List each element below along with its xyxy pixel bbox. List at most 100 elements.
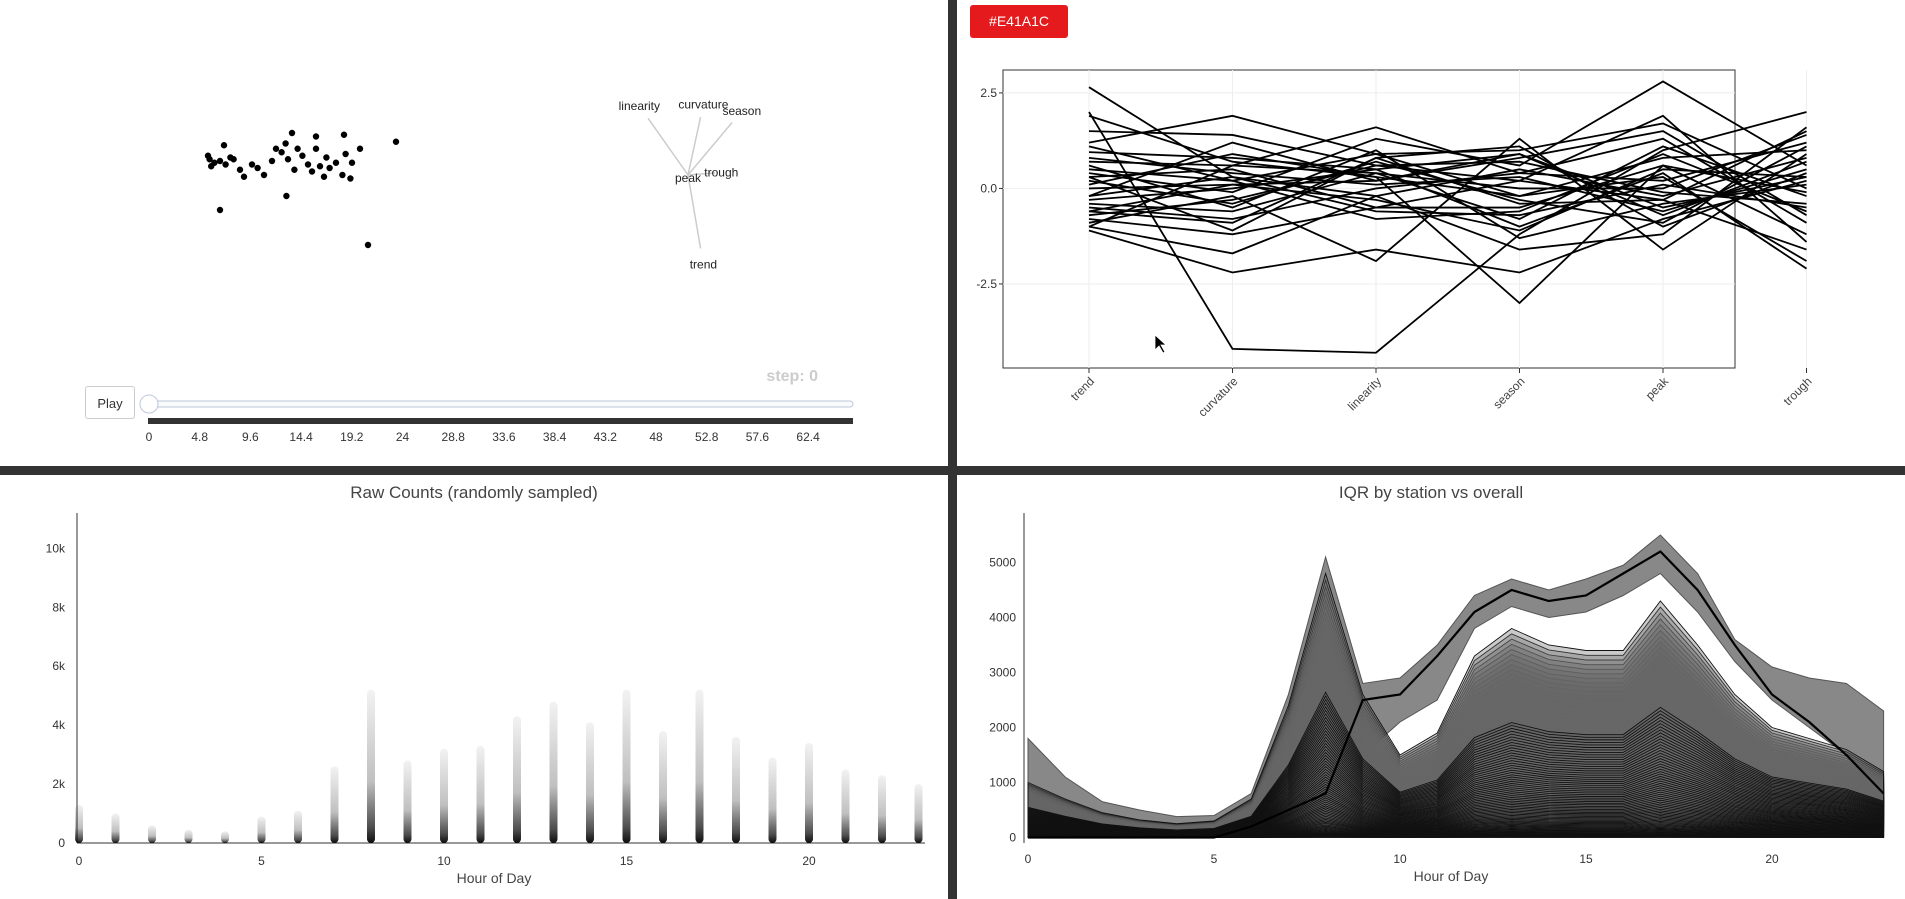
station-iqr-ribbon	[1027, 659, 1885, 833]
count-strip	[75, 804, 83, 843]
scatter-point	[364, 241, 372, 249]
y-tick-label: 3000	[989, 666, 1016, 680]
count-strip	[549, 701, 558, 843]
y-tick-label: 2k	[52, 777, 66, 791]
scatter-point	[222, 161, 229, 168]
x-tick-label: trough	[1781, 374, 1815, 408]
slider-axis	[148, 418, 853, 424]
slider-tick-label: 14.4	[289, 430, 313, 444]
station-iqr-ribbon	[1027, 585, 1885, 831]
vertical-divider	[948, 0, 957, 899]
y-tick-label: 2000	[989, 721, 1016, 735]
series-line	[1088, 130, 1807, 216]
count-strip	[841, 769, 850, 843]
slider-tick-label: 28.8	[442, 430, 466, 444]
series-line	[1088, 179, 1807, 274]
color-picker-button[interactable]: #E41A1C	[970, 5, 1068, 38]
x-tick-label: 15	[620, 854, 634, 868]
count-strip	[622, 689, 631, 843]
slider-tick-label: 9.6	[242, 430, 259, 444]
biplot-axis	[647, 117, 689, 176]
station-iqr-ribbon	[1027, 722, 1885, 835]
slider-tick-label: 4.8	[191, 430, 208, 444]
x-tick-label: 0	[76, 854, 83, 868]
station-iqr-ribbon	[1027, 605, 1885, 832]
overall-median-line	[1028, 550, 1885, 839]
scatter-point	[347, 175, 354, 182]
x-tick-label: curvature	[1195, 374, 1241, 420]
slider-rail	[147, 400, 854, 408]
biplot-label: trough	[704, 165, 738, 179]
slider-tick-label: 62.4	[796, 430, 820, 444]
raw-counts-plot: 0 2k 4k 6k 8k 10k 0 5 10 15 20	[46, 513, 925, 868]
station-iqr-ribbon	[1027, 617, 1885, 832]
scatter-point	[320, 173, 328, 180]
series-line	[1088, 168, 1807, 232]
count-strip	[805, 742, 813, 843]
biplot-label: trend	[690, 258, 717, 272]
slider-tick-label: 52.8	[695, 430, 719, 444]
x-tick-label: 0	[1025, 852, 1032, 866]
iqr-panel: IQR by station vs overall 0 1000 2000 3000 4…	[957, 475, 1905, 899]
biplot-center-label: peak	[675, 171, 702, 185]
biplot-label: curvature	[678, 97, 728, 111]
count-strip	[257, 816, 266, 843]
slider-tick-label: 24	[396, 430, 410, 444]
iqr-xlabel: Hour of Day	[1413, 868, 1489, 884]
scatter-point	[339, 171, 346, 179]
slider-tick-label: 43.2	[594, 430, 618, 444]
scatter-point	[304, 161, 312, 168]
count-strip	[659, 731, 667, 843]
series-line	[1088, 149, 1807, 197]
slider-tick-label: 57.6	[746, 430, 770, 444]
biplot-axis	[687, 174, 702, 249]
iqr-title: IQR by station vs overall	[1338, 483, 1524, 502]
series-line	[1088, 111, 1807, 354]
count-strip	[586, 722, 594, 843]
station-iqr-ribbon	[1027, 670, 1885, 834]
x-tick-label: trend	[1068, 374, 1097, 403]
cursor-icon	[1154, 334, 1168, 354]
y-tick-label: 8k	[52, 600, 66, 614]
x-tick-label: linearity	[1345, 374, 1384, 413]
x-tick-label: peak	[1643, 374, 1672, 403]
station-iqr-ribbon	[1027, 611, 1885, 832]
scatter-point	[326, 164, 333, 172]
station-iqr-ribbon	[1027, 592, 1885, 831]
scatter-point	[236, 166, 244, 173]
count-strip	[403, 760, 412, 843]
series-line	[1088, 156, 1807, 251]
series-line	[1088, 168, 1807, 270]
raw-counts-panel: Raw Counts (randomly sampled) 0 2k 4k 6k 8k 1…	[0, 475, 948, 899]
slider-tick-label: 38.4	[543, 430, 567, 444]
scatter-point	[220, 142, 228, 149]
y-tick-label: 5000	[989, 556, 1016, 570]
scatter-point	[283, 192, 290, 200]
count-strip	[476, 745, 485, 843]
count-strip	[513, 716, 521, 843]
count-strip	[732, 736, 740, 843]
y-tick-label: 0	[58, 836, 65, 850]
horizontal-divider	[0, 466, 1905, 475]
scatter-point	[308, 168, 316, 175]
scatter-point	[288, 129, 296, 137]
play-button[interactable]: Play	[85, 386, 135, 419]
scatter-point	[312, 133, 320, 140]
station-iqr-ribbon	[1027, 648, 1885, 833]
scatter-point	[230, 156, 237, 163]
station-iqr-ribbon	[1027, 598, 1885, 832]
count-strip	[768, 757, 777, 843]
raw-counts-xlabel: Hour of Day	[456, 870, 532, 886]
station-iqr-ribbon	[1027, 653, 1885, 833]
series-line	[1088, 126, 1808, 255]
station-iqr-ribbon	[1027, 630, 1885, 833]
station-iqr-ribbon	[1027, 578, 1885, 831]
x-tick-label: 15	[1579, 852, 1593, 866]
scatter-point	[206, 156, 213, 163]
scatter-point	[268, 157, 276, 165]
scatter-point	[294, 145, 301, 152]
raw-counts-title: Raw Counts (randomly sampled)	[350, 483, 598, 502]
series-line	[1088, 149, 1807, 240]
series-line	[1088, 164, 1807, 236]
slider-handle[interactable]	[139, 394, 159, 414]
